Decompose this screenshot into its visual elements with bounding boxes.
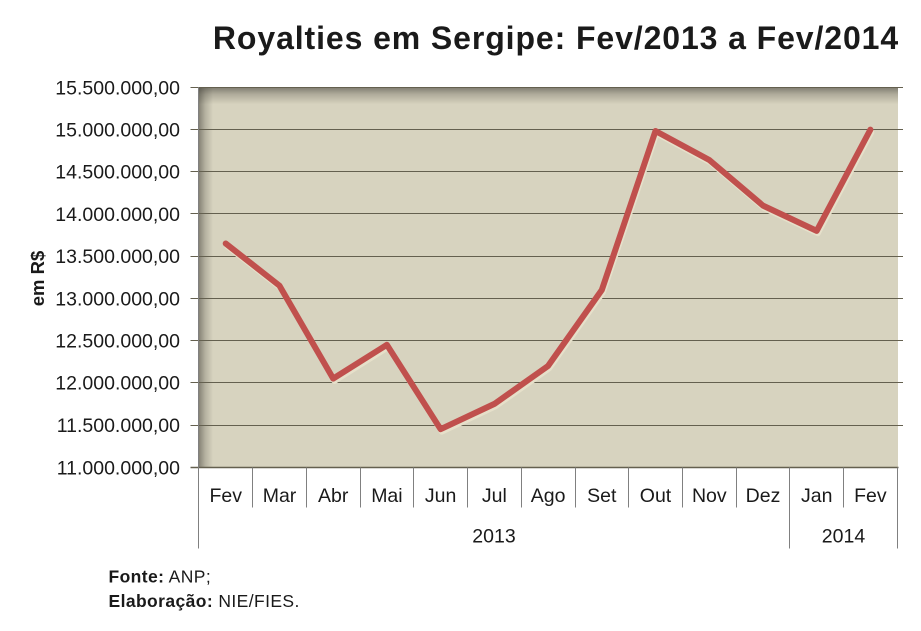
svg-text:em R$: em R$ xyxy=(27,250,48,306)
svg-text:14.000.000,00: 14.000.000,00 xyxy=(55,204,180,226)
svg-text:12.000.000,00: 12.000.000,00 xyxy=(55,373,180,395)
svg-text:Jul: Jul xyxy=(482,485,507,507)
svg-text:15.500.000,00: 15.500.000,00 xyxy=(55,77,180,99)
svg-text:Set: Set xyxy=(587,485,617,507)
svg-text:2014: 2014 xyxy=(822,526,866,548)
svg-text:Fev: Fev xyxy=(209,485,242,507)
svg-text:11.500.000,00: 11.500.000,00 xyxy=(57,415,180,437)
svg-text:13.500.000,00: 13.500.000,00 xyxy=(55,246,180,268)
svg-text:Royalties em Sergipe: Fev/2013: Royalties em Sergipe: Fev/2013 a Fev/201… xyxy=(213,20,899,56)
svg-text:14.500.000,00: 14.500.000,00 xyxy=(55,162,180,184)
svg-text:Dez: Dez xyxy=(746,485,781,507)
svg-text:Mai: Mai xyxy=(371,485,402,507)
svg-text:2013: 2013 xyxy=(472,526,515,548)
svg-text:13.000.000,00: 13.000.000,00 xyxy=(55,288,180,310)
svg-text:Ago: Ago xyxy=(531,485,566,507)
svg-text:Mar: Mar xyxy=(263,485,297,507)
svg-text:Fev: Fev xyxy=(854,485,887,507)
svg-text:15.000.000,00: 15.000.000,00 xyxy=(55,120,180,142)
svg-text:Abr: Abr xyxy=(318,485,349,507)
svg-text:Nov: Nov xyxy=(692,485,727,507)
svg-text:Jan: Jan xyxy=(801,485,832,507)
svg-text:Fonte: ANP;: Fonte: ANP; xyxy=(109,567,212,587)
svg-text:12.500.000,00: 12.500.000,00 xyxy=(55,331,180,353)
svg-text:11.000.000,00: 11.000.000,00 xyxy=(57,457,180,479)
svg-text:Jun: Jun xyxy=(425,485,456,507)
svg-text:Out: Out xyxy=(640,485,672,507)
svg-text:Elaboração: NIE/FIES.: Elaboração: NIE/FIES. xyxy=(109,591,300,611)
